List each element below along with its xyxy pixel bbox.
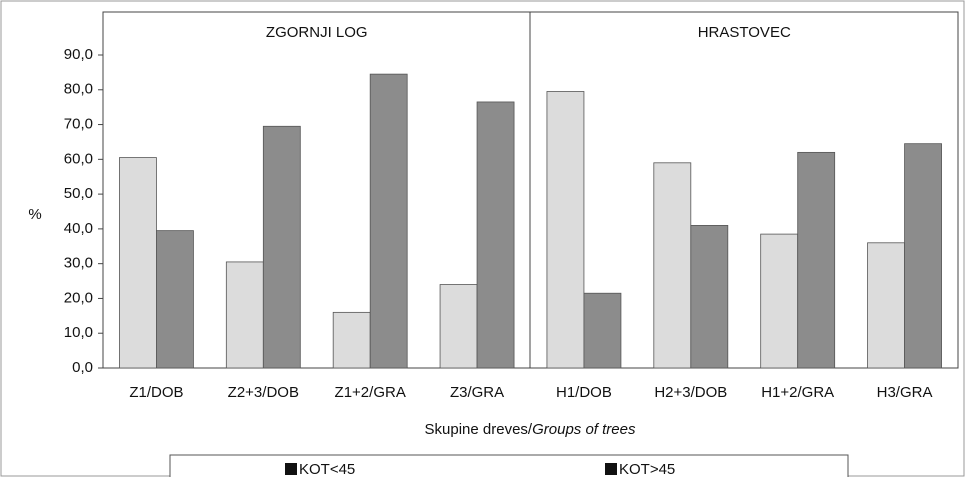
x-tick-label: Z1+2/GRA [335,384,406,401]
x-tick-label: Z1/DOB [129,384,183,401]
bar [690,225,729,369]
bar [653,162,692,369]
y-axis-label: % [28,206,41,223]
y-tick-label: 50,0 [64,185,93,202]
legend-label: KOT>45 [619,461,675,477]
x-tick-label: H1/DOB [556,384,612,401]
y-tick-label: 30,0 [64,255,93,272]
bar [156,230,194,369]
y-tick-label: 80,0 [64,81,93,98]
bar [546,91,585,369]
group-label: HRASTOVEC [698,24,791,41]
x-axis-label-italic: Groups of trees [532,421,636,438]
y-tick-label: 60,0 [64,150,93,167]
legend-box [169,454,849,477]
y-tick-label: 20,0 [64,289,93,306]
bar [119,157,157,369]
x-tick-label: H1+2/GRA [761,384,834,401]
x-axis-label-part: Skupine dreves/ [425,421,533,438]
x-tick-label: Z2+3/DOB [228,384,299,401]
y-tick-label: 10,0 [64,324,93,341]
bar [332,311,371,369]
legend-swatch [285,463,297,475]
bar [867,242,905,369]
x-tick-label: H2+3/DOB [654,384,727,401]
group-label: ZGORNJI LOG [266,24,368,41]
bar [439,284,478,369]
bar [797,151,836,369]
legend-swatch [605,463,617,475]
bar [476,101,515,369]
bar [760,233,799,369]
y-tick-label: 90,0 [64,46,93,63]
bar [583,292,622,369]
y-tick-label: 0,0 [72,359,93,376]
bar [225,261,264,369]
bar [262,125,301,369]
bar [369,73,408,369]
y-tick-label: 70,0 [64,116,93,133]
x-axis-label: Skupine dreves/Groups of trees [425,421,636,438]
legend-label: KOT<45 [299,461,355,477]
x-tick-label: H3/GRA [877,384,933,401]
y-tick-label: 40,0 [64,220,93,237]
x-tick-label: Z3/GRA [450,384,504,401]
bar [904,143,942,369]
